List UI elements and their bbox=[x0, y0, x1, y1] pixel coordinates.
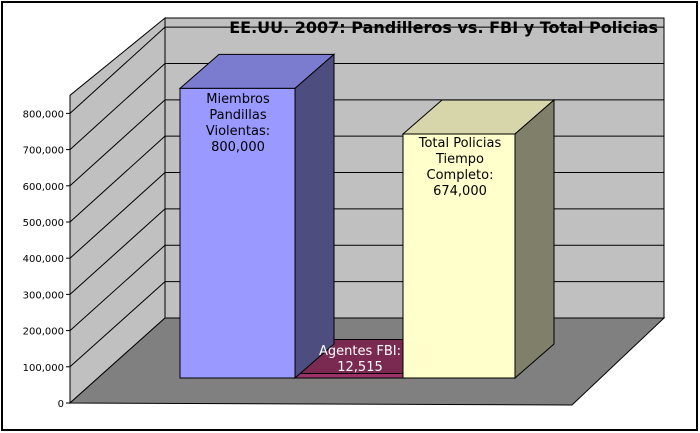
gridline-side bbox=[69, 172, 166, 259]
data-label-line: 674,000 bbox=[433, 184, 487, 199]
y-tick-label: 0 bbox=[58, 399, 64, 410]
data-label-line: 12,515 bbox=[337, 360, 383, 375]
data-label-line: Completo: bbox=[427, 168, 494, 183]
y-tick-label: 800,000 bbox=[23, 109, 64, 120]
bars-group bbox=[178, 53, 556, 380]
bar-side-face bbox=[294, 53, 335, 380]
bar-1 bbox=[178, 53, 336, 380]
y-tick-label: 700,000 bbox=[23, 146, 64, 157]
data-label-line: Total Policias bbox=[418, 136, 502, 151]
gridline-side bbox=[69, 244, 166, 331]
bar-front-face bbox=[179, 87, 296, 379]
y-tick-label: 300,000 bbox=[23, 290, 64, 301]
y-tick-label: 100,000 bbox=[23, 363, 64, 374]
data-label-2: Agentes FBI: 12,515 bbox=[319, 344, 401, 375]
data-label-line: Miembros bbox=[206, 92, 270, 107]
gridline-side bbox=[69, 63, 166, 150]
gridline-side bbox=[69, 26, 166, 114]
bar-3 bbox=[401, 98, 556, 380]
y-tick-label: 400,000 bbox=[23, 254, 64, 265]
data-label-3: Total Policias Tiempo Completo: 674,000 bbox=[418, 136, 502, 199]
y-axis-ticks: 0 100,000 200,000 300,000 400,000 500,000 600,… bbox=[23, 109, 64, 410]
gridline-side bbox=[69, 99, 166, 187]
data-label-line: Violentas: bbox=[206, 124, 270, 139]
y-tick-label: 200,000 bbox=[23, 327, 64, 338]
data-label-line: 800,000 bbox=[211, 140, 265, 155]
data-label-line: Agentes FBI: bbox=[319, 344, 401, 359]
bar-front-face bbox=[402, 133, 516, 379]
data-labels-group: Miembros Pandillas Violentas: 800,000 Agente… bbox=[206, 92, 502, 375]
chart-title: EE.UU. 2007: Pandilleros vs. FBI y Total… bbox=[229, 18, 658, 37]
data-label-line: Tiempo bbox=[435, 152, 484, 167]
bar-side-face bbox=[514, 98, 555, 380]
data-label-line: Pandillas bbox=[209, 108, 267, 123]
y-tick-label: 600,000 bbox=[23, 182, 64, 193]
gridline-side bbox=[69, 208, 166, 295]
gridline-side bbox=[69, 281, 166, 368]
gridline-side bbox=[69, 135, 166, 223]
y-tick-label: 500,000 bbox=[23, 218, 64, 229]
data-label-1: Miembros Pandillas Violentas: 800,000 bbox=[206, 92, 270, 155]
